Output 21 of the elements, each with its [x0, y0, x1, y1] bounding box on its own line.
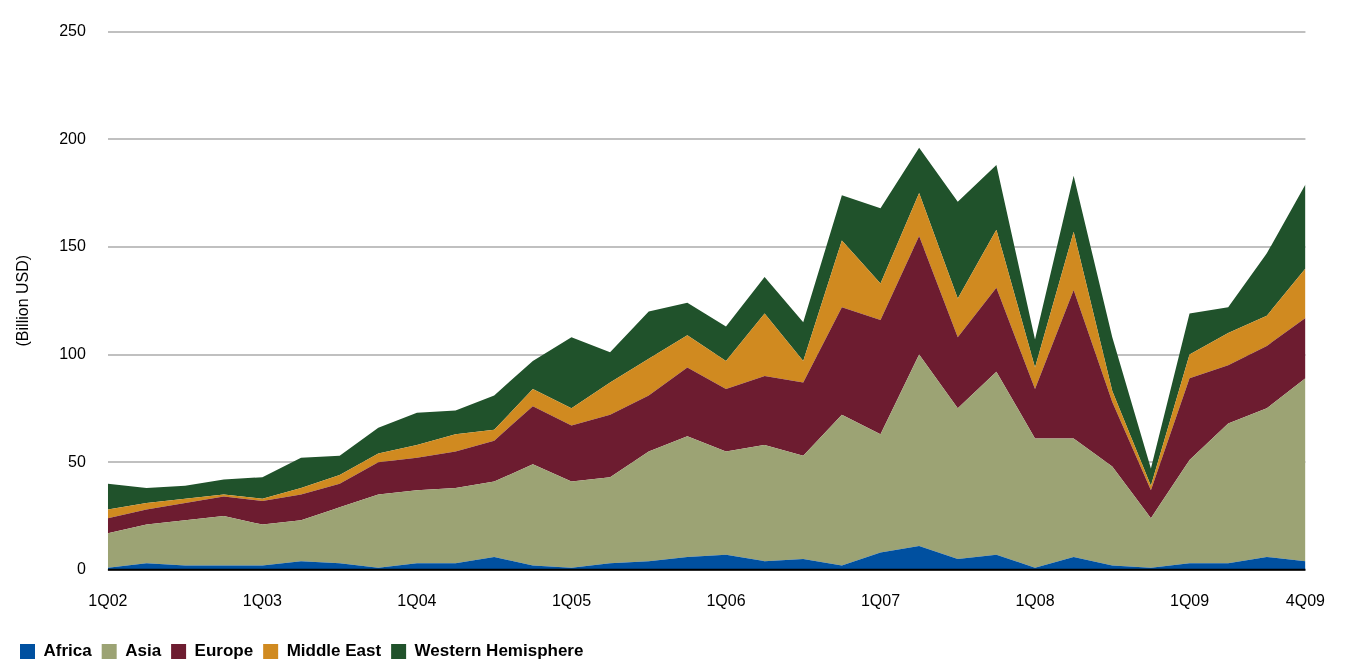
x-tick-label: 1Q02: [88, 591, 128, 609]
x-tick-label: 1Q07: [860, 591, 901, 609]
y-tick-label: 100: [59, 344, 86, 362]
y-tick-label: 0: [76, 560, 86, 578]
x-tick-label: 1Q03: [242, 591, 283, 609]
y-tick-label: 150: [59, 237, 86, 255]
legend-label: Europe: [194, 641, 254, 661]
x-tick-label: 1Q04: [397, 591, 437, 609]
x-tick-label: 1Q08: [1015, 591, 1055, 609]
legend-label: Asia: [125, 641, 162, 661]
x-tick-label: 1Q05: [551, 591, 592, 609]
y-tick-label: 250: [59, 22, 86, 40]
y-tick-label: 50: [68, 452, 86, 470]
legend-label: Africa: [43, 641, 93, 661]
x-tick-label: 4Q09: [1285, 591, 1326, 609]
legend-label: Middle East: [286, 641, 382, 661]
y-tick-label: 200: [59, 129, 86, 147]
x-tick-label: 1Q09: [1169, 591, 1210, 609]
legend-label: Western Hemisphere: [414, 641, 584, 661]
x-tick-label: 1Q06: [706, 591, 746, 609]
y-axis-title: (Billion USD): [14, 254, 32, 347]
